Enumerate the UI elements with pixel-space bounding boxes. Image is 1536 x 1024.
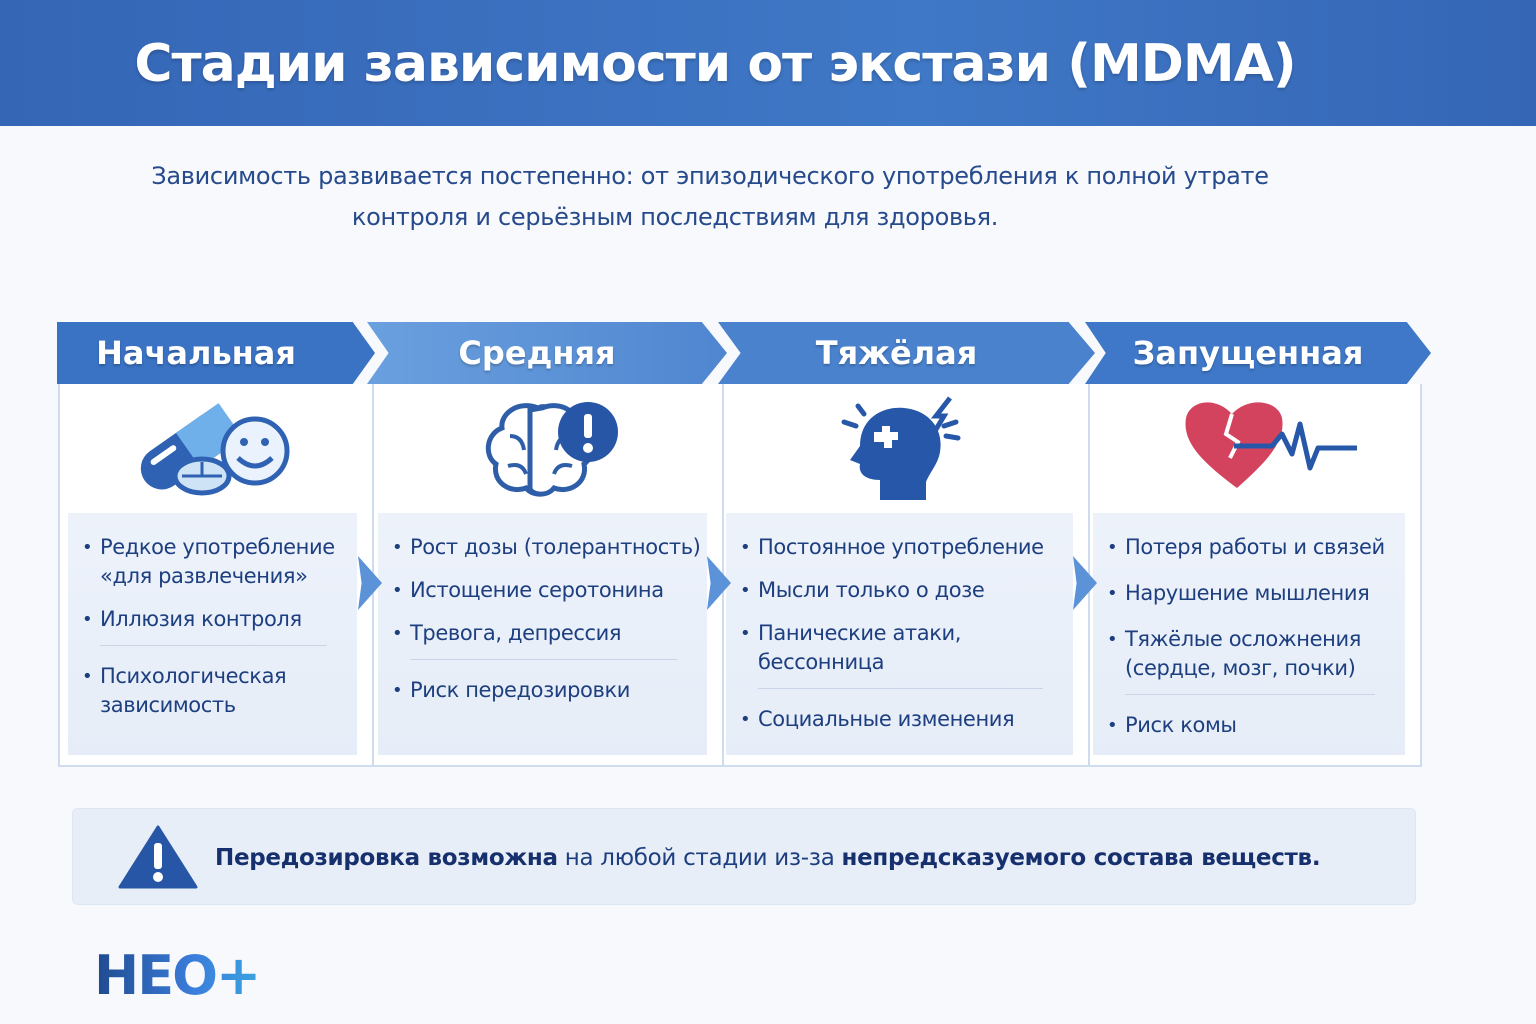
broken-heart-pulse-icon xyxy=(1185,402,1357,488)
list-item: • Редкое употребление «для развлечения» xyxy=(82,535,335,588)
list-item: • Риск передозировки xyxy=(392,678,630,702)
warning-triangle-icon xyxy=(118,825,198,889)
stage-header-4: Запущенная xyxy=(1085,322,1431,384)
page-title: Стадии зависимости от экстази (MDMA) xyxy=(134,34,1296,94)
list-item: • Рост дозы (толерантность) xyxy=(392,535,701,559)
stage-header-2: Средняя xyxy=(367,322,727,384)
list-item: • Нарушение мышления xyxy=(1107,581,1370,605)
divider xyxy=(758,688,1043,689)
stage-4-list: • Потеря работы и связей • Нарушение мышле… xyxy=(1093,513,1405,755)
list-item: • Риск комы xyxy=(1107,713,1237,737)
header-band: Стадии зависимости от экстази (MDMA) xyxy=(0,0,1536,126)
list-item: • Мысли только о дозе xyxy=(740,578,985,602)
stage-2-list: • Рост дозы (толерантность) • Истощение се… xyxy=(378,513,707,755)
list-item: • Тяжёлые осложнения (сердце, мозг, почки) xyxy=(1107,627,1361,680)
divider xyxy=(410,659,677,660)
logo: НЕО+ xyxy=(94,944,261,1007)
divider xyxy=(1125,694,1375,695)
stage-header-1: Начальная xyxy=(57,322,375,384)
subtitle-line-2: контроля и серьёзным последствиям для зд… xyxy=(351,203,999,231)
list-item: • Истощение серотонина xyxy=(392,578,664,602)
list-item: • Социальные изменения xyxy=(740,707,1015,731)
list-item: • Постоянное употребление xyxy=(740,535,1044,559)
list-item: • Панические атаки, бессонница xyxy=(740,621,962,674)
list-item: • Потеря работы и связей xyxy=(1107,535,1385,559)
list-item: • Тревога, депрессия xyxy=(392,621,622,645)
head-puzzle-lightning-icon xyxy=(841,396,961,500)
list-item: • Иллюзия контроля xyxy=(82,607,302,631)
brain-alert-icon xyxy=(485,402,618,497)
divider xyxy=(100,645,327,646)
stage-header-3: Тяжёлая xyxy=(718,322,1095,384)
stage-1-list: • Редкое употребление «для развлечения» • И… xyxy=(68,513,357,755)
warning-banner: Передозировка возможна на любой стадии и… xyxy=(72,808,1416,905)
warning-text: Передозировка возможна на любой стадии и… xyxy=(215,845,1321,871)
list-item: • Психологическая зависимость xyxy=(82,664,287,717)
pills-smiley-icon xyxy=(140,403,290,496)
subtitle-line-1: Зависимость развивается постепенно: от э… xyxy=(151,162,1269,190)
stage-3-list: • Постоянное употребление • Мысли только о… xyxy=(726,513,1073,755)
